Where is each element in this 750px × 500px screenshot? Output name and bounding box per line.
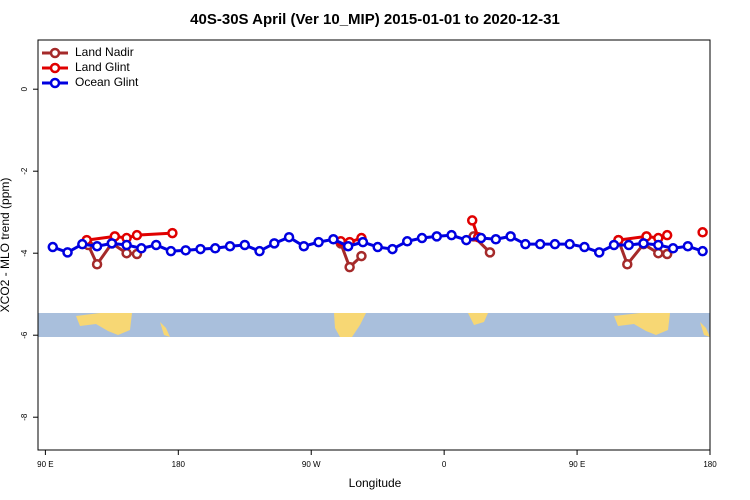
point xyxy=(461,234,472,246)
series-line xyxy=(87,220,703,242)
point xyxy=(91,240,103,252)
point xyxy=(416,232,428,244)
point xyxy=(466,215,478,226)
x-axis-label: Longitude xyxy=(349,476,402,490)
y-axis-label: XCO2 - MLO trend (ppm) xyxy=(0,178,12,313)
point xyxy=(484,247,496,258)
point xyxy=(136,243,147,254)
point xyxy=(121,247,132,259)
point xyxy=(638,238,649,249)
point xyxy=(239,239,251,251)
y-tick-label: 0 xyxy=(20,86,29,91)
point xyxy=(622,259,633,270)
point xyxy=(180,245,191,256)
legend-label: Land Glint xyxy=(75,60,130,74)
point xyxy=(579,241,590,253)
land xyxy=(334,313,366,337)
point xyxy=(283,231,295,243)
point xyxy=(167,227,178,239)
point xyxy=(564,238,575,250)
point xyxy=(608,239,620,251)
point xyxy=(357,236,369,248)
x-tick-label: 90 W xyxy=(302,460,321,469)
land xyxy=(76,313,132,335)
point xyxy=(661,229,673,241)
land xyxy=(468,313,488,325)
land xyxy=(160,322,170,337)
point xyxy=(534,238,546,250)
y-tick-label: -4 xyxy=(20,249,29,257)
land xyxy=(700,322,710,337)
point xyxy=(623,239,635,251)
point xyxy=(209,243,221,254)
land xyxy=(614,313,670,335)
point xyxy=(401,236,413,247)
point xyxy=(356,250,367,262)
point xyxy=(653,247,664,259)
point xyxy=(682,240,694,252)
point xyxy=(661,248,673,260)
y-tick-label: -2 xyxy=(20,167,29,175)
x-tick-label: 180 xyxy=(703,460,717,469)
point xyxy=(697,227,708,238)
legend-label: Ocean Glint xyxy=(75,75,139,89)
y-tick-label: -6 xyxy=(20,331,29,339)
point xyxy=(387,243,398,255)
point xyxy=(593,247,605,258)
map-strip xyxy=(38,313,710,337)
point xyxy=(344,261,355,273)
point xyxy=(342,240,354,252)
point xyxy=(505,231,516,242)
point xyxy=(121,239,132,251)
point xyxy=(372,241,383,253)
legend-marker xyxy=(49,47,61,59)
plot-frame xyxy=(37,39,711,451)
point xyxy=(195,243,206,255)
point xyxy=(313,236,324,248)
ocean-band xyxy=(38,313,710,337)
point xyxy=(269,238,280,249)
point xyxy=(77,238,88,250)
point xyxy=(667,243,679,254)
point xyxy=(150,239,162,251)
point xyxy=(165,245,177,257)
x-tick-label: 90 E xyxy=(569,460,585,469)
point xyxy=(475,232,487,244)
point xyxy=(549,238,561,250)
point xyxy=(254,245,265,257)
point xyxy=(91,259,103,270)
point xyxy=(298,240,310,252)
point xyxy=(490,234,502,245)
point xyxy=(224,240,236,252)
point xyxy=(431,231,443,242)
point xyxy=(697,245,708,257)
point xyxy=(520,238,531,250)
x-tick-label: 90 E xyxy=(37,460,53,469)
point xyxy=(106,238,118,249)
legend-label: Land Nadir xyxy=(75,45,134,59)
point xyxy=(131,229,143,241)
x-tick-label: 0 xyxy=(442,460,447,469)
y-tick-label: -8 xyxy=(20,413,29,421)
point xyxy=(446,229,457,241)
legend-marker xyxy=(49,62,61,74)
x-tick-label: 180 xyxy=(172,460,186,469)
point xyxy=(62,247,73,258)
point xyxy=(47,241,59,253)
legend-marker xyxy=(49,77,61,89)
point xyxy=(653,239,664,251)
point xyxy=(328,234,339,245)
chart-title: 40S-30S April (Ver 10_MIP) 2015-01-01 to… xyxy=(190,11,560,28)
